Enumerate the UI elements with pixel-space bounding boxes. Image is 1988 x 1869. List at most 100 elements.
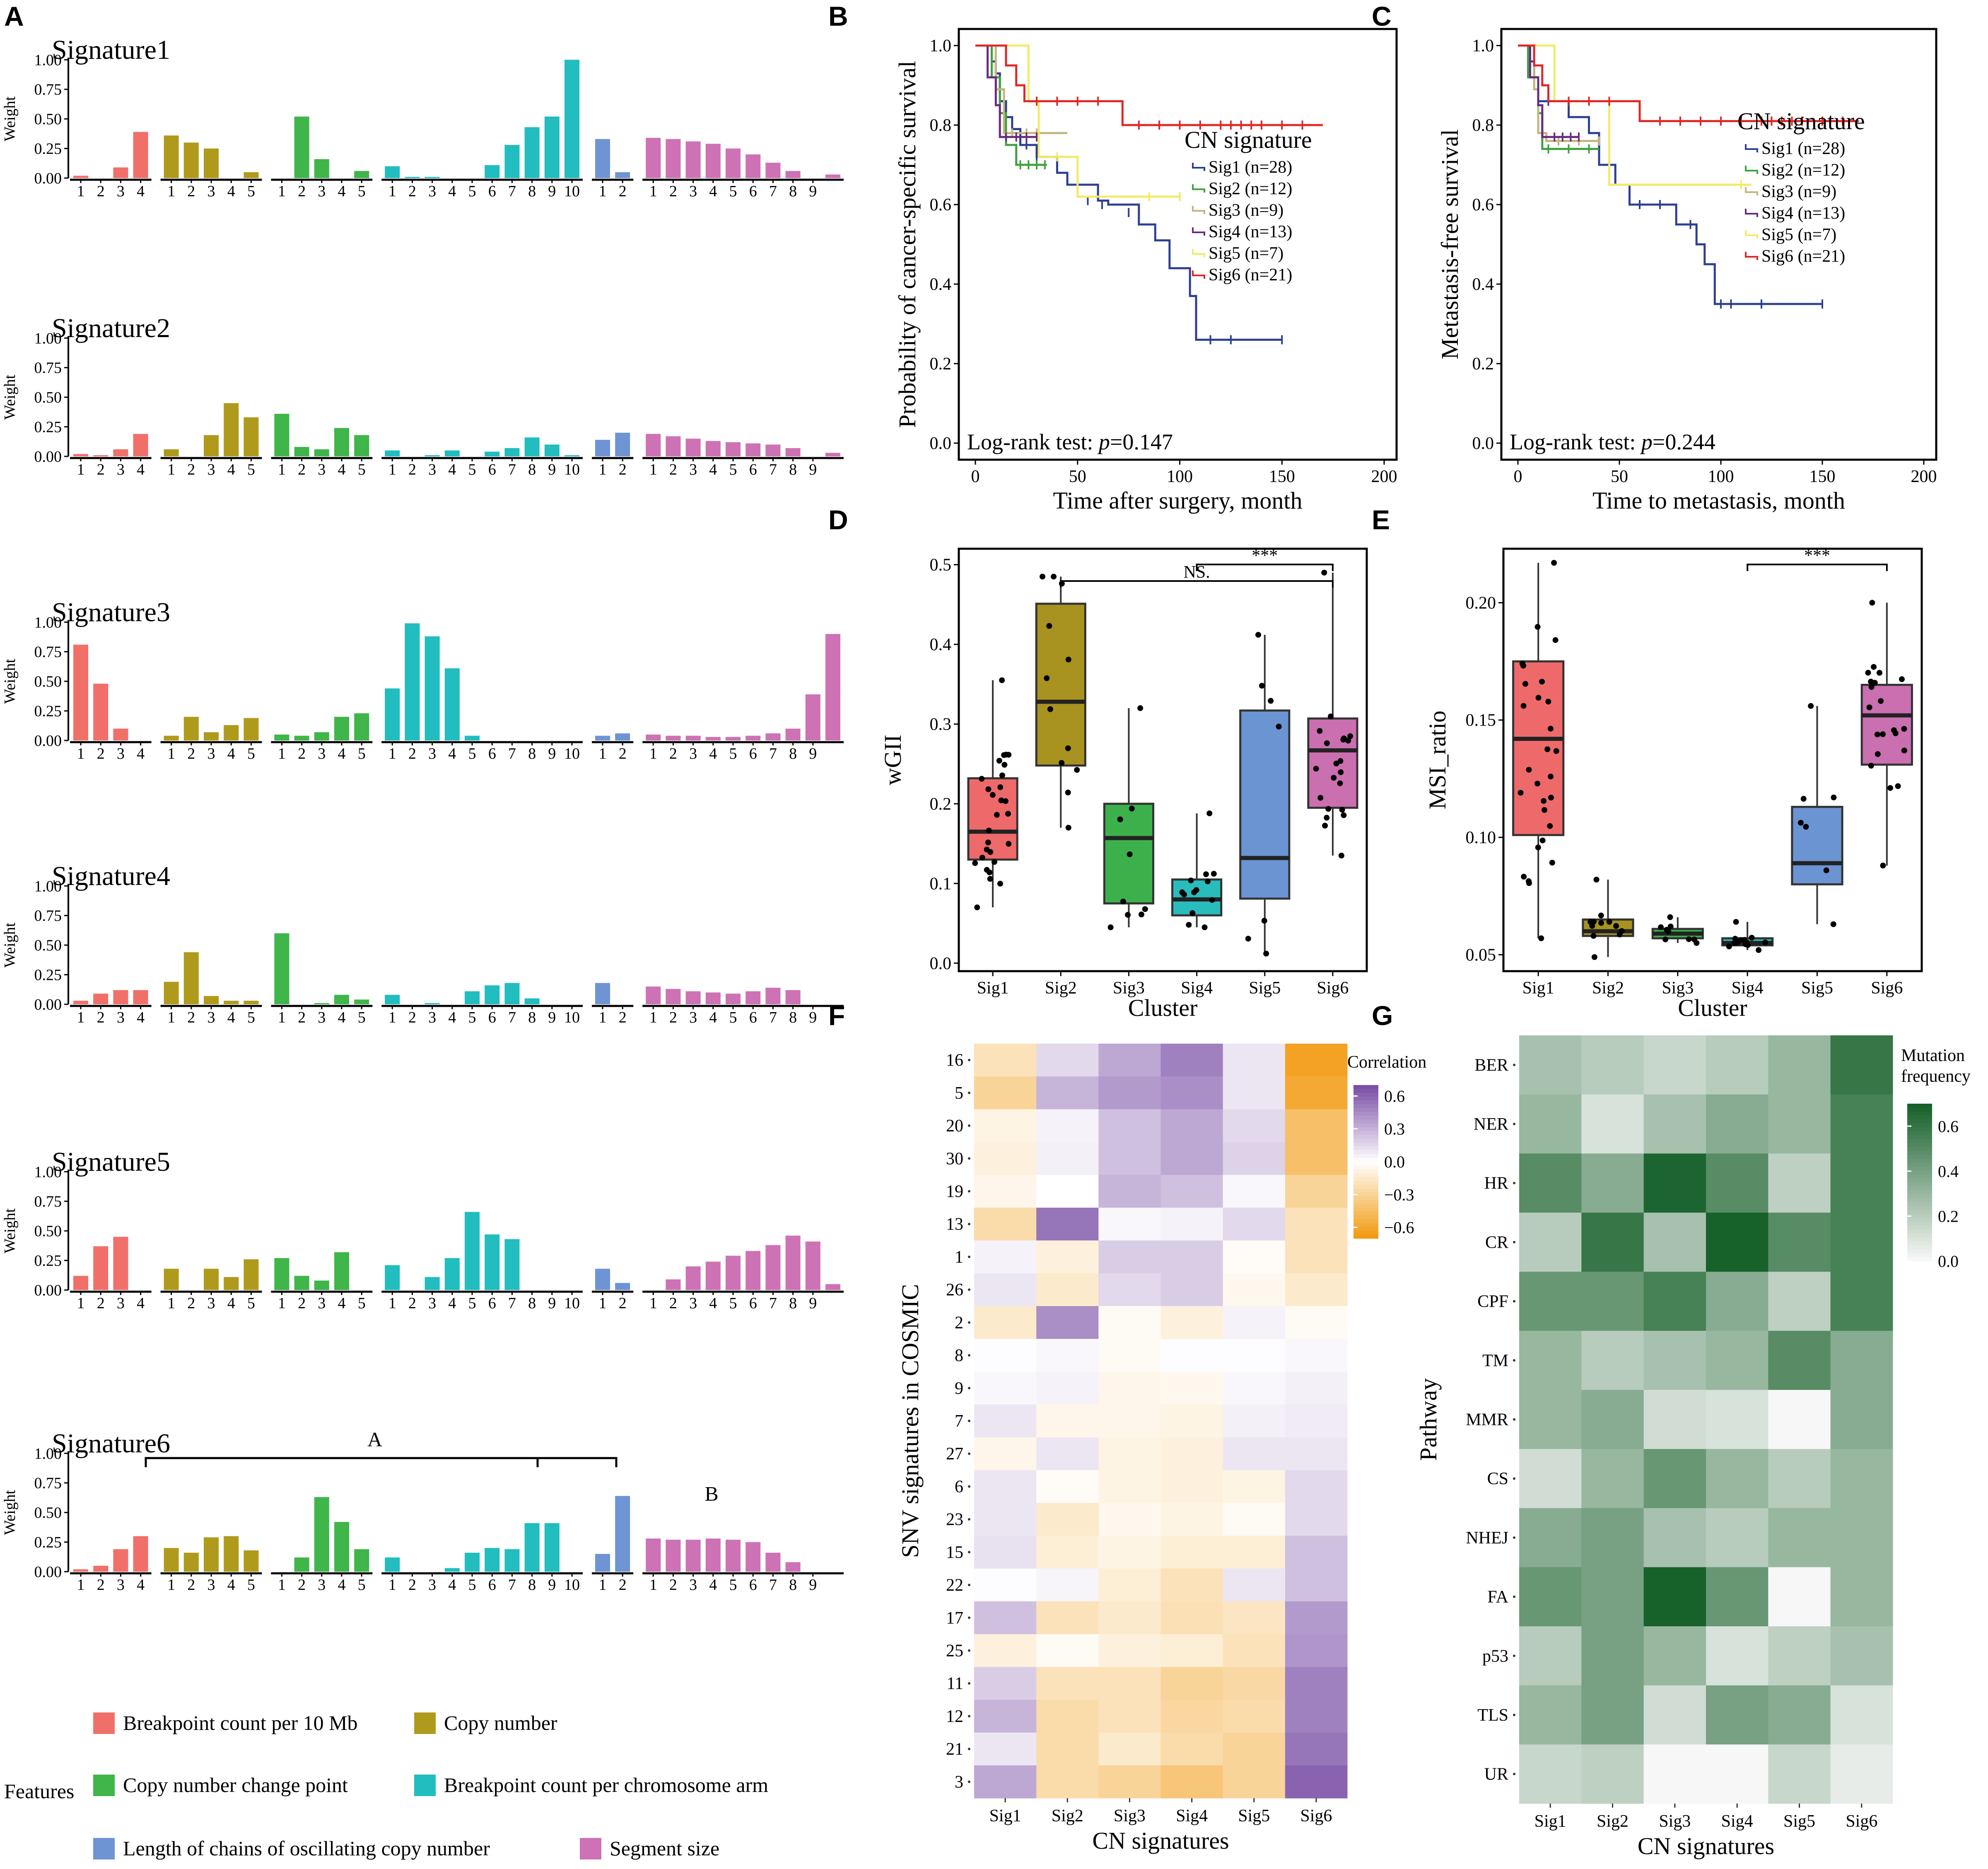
- panel-label-c: C: [1372, 1, 1392, 31]
- panel-label-f: F: [828, 1000, 845, 1031]
- bar-bpchrarm-8: [524, 998, 540, 1004]
- data-point: [1549, 860, 1555, 866]
- bar-segsize-4: [705, 441, 721, 456]
- x-tick-label: 2: [669, 1295, 677, 1312]
- heat-cell-17-Sig1: [974, 1601, 1037, 1635]
- heat-cell-8-Sig6: [1285, 1338, 1348, 1372]
- x-tick-label: 4: [709, 1009, 717, 1026]
- legend-gradient-step: [1353, 1142, 1378, 1147]
- bar-changepoint-3: [314, 732, 329, 740]
- plot-frame: [1500, 28, 1937, 461]
- data-point: [1201, 924, 1208, 931]
- data-point: [1179, 889, 1185, 895]
- data-point: [1268, 698, 1274, 704]
- bar-bp10MB-2: [93, 455, 109, 456]
- legend-label-sig5: Sig5 (n=7): [1761, 225, 1836, 244]
- heat-cell-MMR-Sig6: [1830, 1390, 1893, 1449]
- y-tick-label: 0.75: [34, 81, 62, 99]
- data-point: [1797, 820, 1804, 826]
- data-point: [1341, 812, 1347, 818]
- data-point: [1547, 726, 1554, 732]
- legend-tick-label: 0.6: [1384, 1087, 1405, 1105]
- heat-cell-NER-Sig3: [1643, 1094, 1706, 1154]
- heat-cell-19-Sig4: [1160, 1174, 1223, 1208]
- row-label: 16: [946, 1051, 963, 1070]
- data-point: [1535, 695, 1542, 701]
- heat-cell-21-Sig2: [1036, 1732, 1099, 1766]
- heat-cell-CR-Sig6: [1830, 1213, 1893, 1272]
- legend-label-copynumber: Copy number: [444, 1711, 557, 1734]
- row-label: 22: [946, 1576, 963, 1595]
- heat-cell-13-Sig6: [1285, 1208, 1348, 1241]
- heat-cell-13-Sig4: [1160, 1208, 1223, 1241]
- data-point: [1865, 670, 1871, 676]
- data-point: [997, 784, 1004, 790]
- heat-cell-17-Sig4: [1160, 1601, 1223, 1635]
- data-point: [1520, 663, 1526, 669]
- heat-cell-TLS-Sig5: [1768, 1685, 1831, 1745]
- legend-label-bpchrarm: Breakpoint count per chromosome arm: [444, 1773, 768, 1797]
- data-point: [1065, 789, 1071, 796]
- heat-cell-2-Sig3: [1098, 1306, 1161, 1339]
- heat-cell-17-Sig6: [1285, 1601, 1348, 1635]
- data-point: [1518, 790, 1524, 796]
- row-tick: [968, 1059, 970, 1061]
- heat-cell-25-Sig5: [1223, 1634, 1286, 1667]
- data-point: [1874, 731, 1880, 738]
- data-point: [979, 854, 985, 861]
- y-tick-label: 0.00: [34, 1563, 62, 1581]
- heat-cell-12-Sig5: [1223, 1700, 1286, 1733]
- legend-title: Correlation: [1347, 1053, 1426, 1072]
- x-tick-label: 2: [298, 183, 306, 200]
- heat-cell-16-Sig2: [1036, 1044, 1099, 1077]
- bar-segsize-10: [825, 1284, 840, 1290]
- x-tick-label: 9: [548, 1576, 556, 1594]
- y-tick-label: 0.25: [34, 1534, 62, 1551]
- legend-gradient-step: [1353, 1150, 1378, 1155]
- legend-gradient-step: [1907, 1143, 1932, 1148]
- x-tick-label: 1: [599, 1295, 607, 1312]
- row-label: UR: [1484, 1765, 1508, 1784]
- x-tick-label: 5: [358, 745, 366, 762]
- x-tick-label: 1: [77, 183, 85, 200]
- legend-label-sig1: Sig1 (n=28): [1209, 158, 1292, 177]
- x-tick-label: Sig6: [1871, 979, 1903, 998]
- x-tick-label: 7: [769, 461, 777, 478]
- x-tick-label: 4: [448, 183, 456, 200]
- data-point: [1534, 624, 1541, 630]
- legend-title: CN signature: [1185, 126, 1312, 153]
- x-tick-label: 8: [789, 183, 797, 200]
- bar-bpchrarm-5: [465, 991, 480, 1004]
- bar-segsize-5: [726, 1539, 741, 1572]
- data-point: [1337, 758, 1344, 764]
- heat-cell-25-Sig2: [1036, 1634, 1099, 1667]
- bar-copynumber-2: [183, 716, 199, 740]
- data-point: [1142, 906, 1148, 912]
- y-axis-label: Pathway: [1415, 1378, 1442, 1461]
- bar-copynumber-1: [164, 1269, 179, 1290]
- bar-osCN-1: [595, 440, 610, 456]
- x-tick-label: 2: [187, 1295, 195, 1312]
- survival-line-sig4: [1518, 44, 1579, 138]
- bar-segsize-7: [765, 1245, 781, 1290]
- row-label: 26: [946, 1281, 963, 1300]
- data-point: [1337, 780, 1343, 786]
- bar-segsize-2: [666, 989, 681, 1004]
- x-tick-label: 1: [167, 745, 175, 762]
- heat-cell-1-Sig4: [1160, 1240, 1223, 1274]
- heat-cell-BER-Sig4: [1706, 1035, 1768, 1095]
- heat-cell-8-Sig4: [1160, 1338, 1223, 1372]
- x-tick-label: 4: [227, 461, 235, 478]
- heat-cell-19-Sig1: [974, 1174, 1037, 1208]
- heat-cell-16-Sig5: [1223, 1044, 1286, 1077]
- data-point: [1869, 600, 1875, 606]
- panel-b-survival-curve: 0 50 100 150 200 0.0 0.2 0.4 0.6 0.8 1.0 Time after…: [894, 28, 1398, 514]
- x-tick-label: 2: [408, 1009, 416, 1026]
- heat-cell-TLS-Sig2: [1581, 1685, 1644, 1745]
- bar-segsize-7: [765, 1553, 781, 1572]
- x-tick-label: 4: [137, 1576, 145, 1594]
- heat-cell-20-Sig2: [1036, 1109, 1099, 1143]
- y-axis-label: Weight: [1, 374, 19, 420]
- legend-tick-label: 0.2: [1938, 1207, 1959, 1225]
- col-label: Sig2: [1052, 1806, 1083, 1826]
